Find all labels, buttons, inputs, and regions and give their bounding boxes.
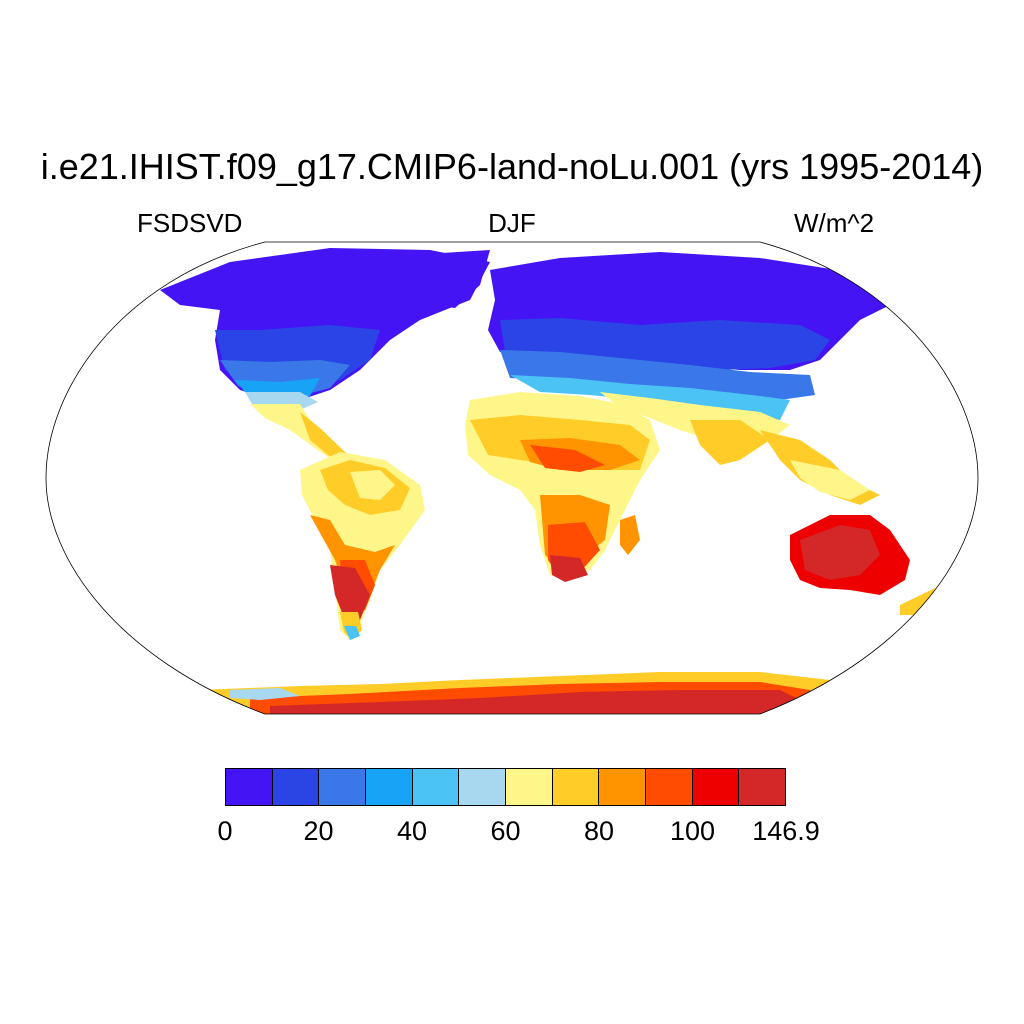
colorbar-box <box>739 769 786 805</box>
colorbar-label: 20 <box>303 816 334 846</box>
colorbar-box <box>226 769 273 805</box>
colorbar-box <box>272 769 320 805</box>
colorbar-box <box>366 769 413 805</box>
colorbar-box <box>412 769 460 805</box>
colorbar-box <box>506 769 553 805</box>
colorbar-labels: 0 20 40 60 80 100 146.9 <box>217 816 819 852</box>
colorbar-box <box>459 769 507 805</box>
eurasia <box>488 252 900 505</box>
units-label: W/m^2 <box>794 208 875 238</box>
colorbar <box>225 768 786 806</box>
colorbar-label: 40 <box>396 816 428 846</box>
colorbar-box <box>552 769 600 805</box>
colorbar-box <box>646 769 693 805</box>
plot-title: i.e21.IHIST.f09_g17.CMIP6-land-noLu.001 … <box>40 146 984 187</box>
colorbar-box <box>599 769 647 805</box>
australia <box>790 515 942 615</box>
colorbar-box <box>692 769 740 805</box>
colorbar-label: 80 <box>583 816 615 846</box>
greenland <box>410 250 490 308</box>
colorbar-label: 146.9 <box>752 816 820 846</box>
season-label: DJF <box>488 208 536 238</box>
colorbar-label: 0 <box>217 816 233 846</box>
map-border <box>45 241 979 715</box>
variable-name: FSDSVD <box>137 208 243 238</box>
colorbar-label: 60 <box>490 816 521 846</box>
colorbar-box <box>319 769 367 805</box>
africa <box>465 392 660 582</box>
antarctica <box>200 672 860 714</box>
colorbar-label: 100 <box>669 816 716 846</box>
south-america <box>300 452 425 640</box>
